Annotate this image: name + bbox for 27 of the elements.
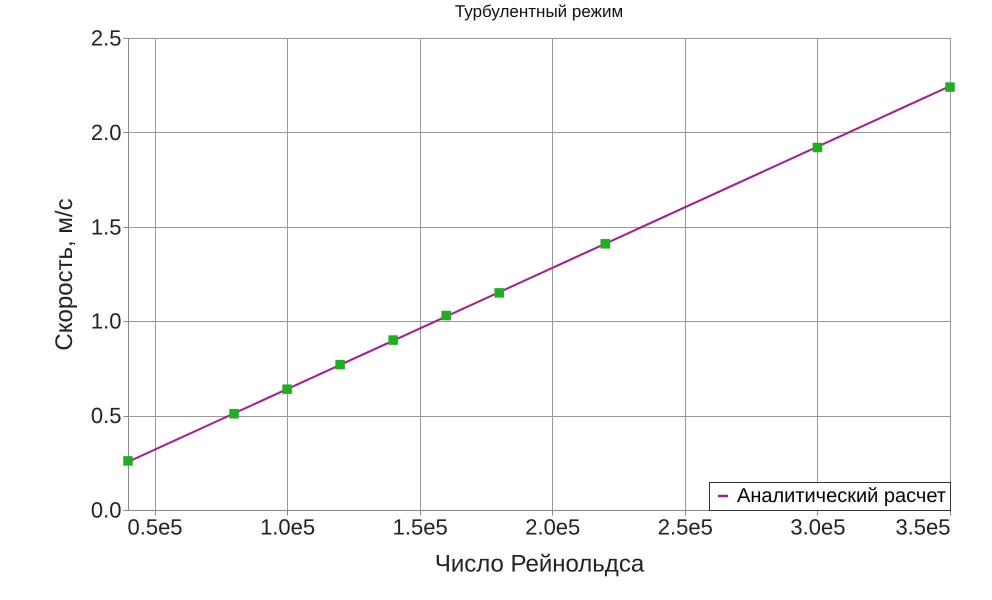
y-tick-label: 2.0	[90, 120, 122, 145]
y-tick-label: 0.5	[90, 403, 122, 428]
point	[282, 384, 292, 394]
point	[441, 310, 451, 320]
point	[600, 239, 610, 249]
x-axis-title: Число Рейнольдса	[434, 550, 645, 578]
point	[945, 82, 955, 92]
y-tick-label: 0.0	[90, 498, 122, 522]
y-tick-label: 2.5	[90, 26, 122, 50]
chart-title: Турбулентный режим	[454, 2, 624, 21]
point	[812, 142, 822, 152]
legend-label: Аналитический расчет	[737, 485, 946, 507]
point	[123, 456, 133, 466]
x-tick-label: 1.0e5	[260, 514, 316, 540]
point	[388, 335, 398, 345]
y-tick-label: 1.0	[90, 308, 122, 334]
y-axis-title: Скорость, м/с	[50, 198, 78, 351]
x-tick-label: 2.5e5	[658, 514, 713, 540]
point	[494, 288, 504, 298]
x-tick-label: 3.0e5	[790, 514, 846, 540]
x-tick-label: 3.5e5	[895, 514, 950, 540]
point	[335, 360, 345, 370]
y-tick-label: 1.5	[90, 214, 122, 240]
x-tick-label: 1.5e5	[392, 514, 448, 540]
point	[229, 408, 239, 418]
x-tick-label: 2.0e5	[525, 514, 580, 540]
x-tick-label: 0.5e5	[127, 514, 183, 540]
